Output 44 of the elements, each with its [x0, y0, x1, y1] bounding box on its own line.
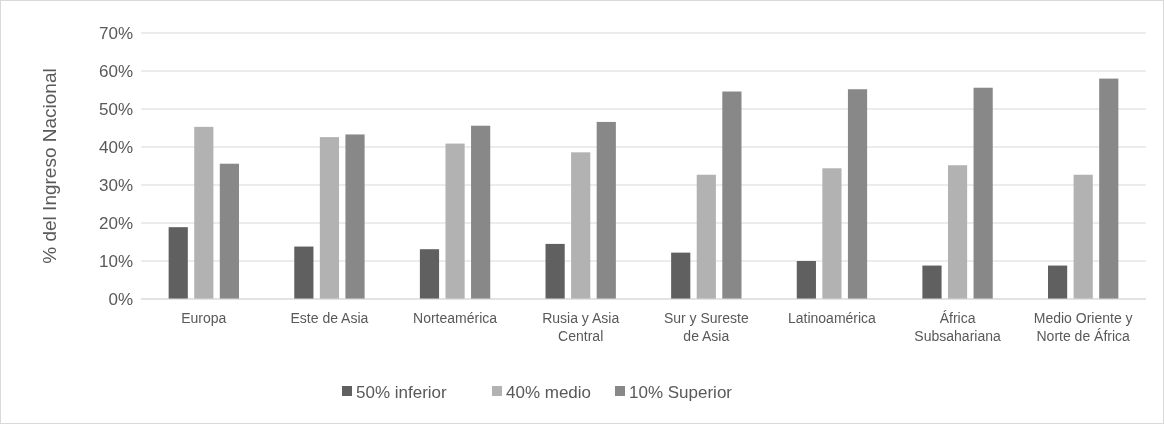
- legend-label: 50% inferior: [356, 382, 448, 402]
- bar: [194, 126, 214, 299]
- y-tick-label: 10%: [98, 251, 133, 271]
- bar: [445, 143, 465, 299]
- bar: [922, 265, 942, 299]
- x-tick-label: África Subsahariana: [914, 310, 1001, 344]
- bar: [1099, 78, 1119, 299]
- bar: [168, 227, 188, 299]
- x-tick-label: Sur y Sureste de Asia: [663, 310, 749, 344]
- bar: [796, 261, 816, 299]
- x-tick-label: Europa: [181, 310, 227, 326]
- bar: [973, 87, 993, 299]
- y-tick-label: 60%: [98, 61, 133, 81]
- bar: [571, 152, 591, 299]
- bar: [847, 89, 868, 299]
- bar: [294, 246, 314, 299]
- y-tick-label: 50%: [98, 99, 133, 119]
- bar: [319, 137, 340, 299]
- bar: [1073, 174, 1093, 299]
- bar: [671, 252, 691, 299]
- y-tick-label: 0%: [108, 289, 133, 309]
- y-tick-label: 30%: [98, 175, 133, 195]
- y-axis-title: % del Ingreso Nacional: [39, 68, 60, 264]
- bar: [419, 249, 440, 299]
- x-tick-label: Rusia y Asia Central: [542, 310, 620, 344]
- bar: [722, 91, 742, 299]
- legend-label: 40% medio: [506, 382, 592, 402]
- bar: [345, 134, 365, 299]
- bar: [545, 243, 565, 299]
- x-tick-label: Norteamérica: [413, 310, 498, 326]
- y-tick-label: 70%: [98, 23, 133, 43]
- bar: [219, 163, 239, 299]
- bar: [471, 125, 491, 299]
- bar: [1048, 265, 1068, 299]
- y-tick-label: 40%: [98, 137, 133, 157]
- bar: [822, 168, 842, 299]
- bar: [947, 165, 968, 299]
- x-tick-label: Latinoamérica: [787, 310, 877, 326]
- y-tick-label: 20%: [98, 213, 133, 233]
- x-tick-label: Este de Asia: [290, 310, 369, 326]
- bar: [696, 174, 716, 299]
- bar: [596, 121, 616, 299]
- x-tick-label: Medio Oriente y Norte de África: [1033, 310, 1133, 344]
- legend-label: 10% Superior: [629, 382, 733, 402]
